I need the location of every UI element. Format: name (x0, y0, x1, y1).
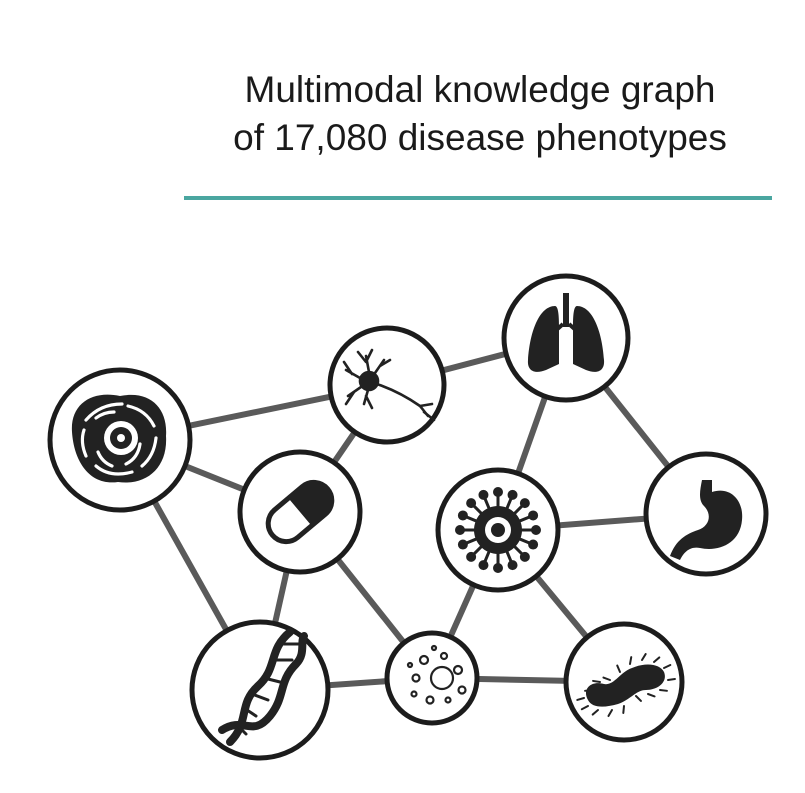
node-dna (189, 619, 331, 761)
node-lungs (501, 273, 631, 403)
particles-dish-icon (406, 644, 467, 705)
lungs-icon (527, 293, 605, 372)
node-stomach (643, 451, 769, 577)
node-cell (47, 367, 193, 513)
virus-icon (455, 487, 541, 573)
bacterium-icon (576, 653, 676, 718)
dna-helix-icon (218, 628, 308, 746)
pill-capsule-icon (265, 479, 335, 545)
cell-nucleus-icon (71, 394, 167, 483)
stomach-icon (670, 480, 743, 560)
title-line-1: Multimodal knowledge graph (244, 69, 716, 110)
node-microbe (563, 621, 685, 743)
neuron-icon (342, 348, 436, 422)
diagram-title: Multimodal knowledge graph of 17,080 dis… (160, 66, 800, 162)
title-line-2: of 17,080 disease phenotypes (233, 117, 727, 158)
node-neuron (327, 325, 447, 445)
node-exposure (384, 630, 480, 726)
node-virus (435, 467, 561, 593)
title-underline (184, 196, 772, 200)
node-pill (237, 449, 363, 575)
